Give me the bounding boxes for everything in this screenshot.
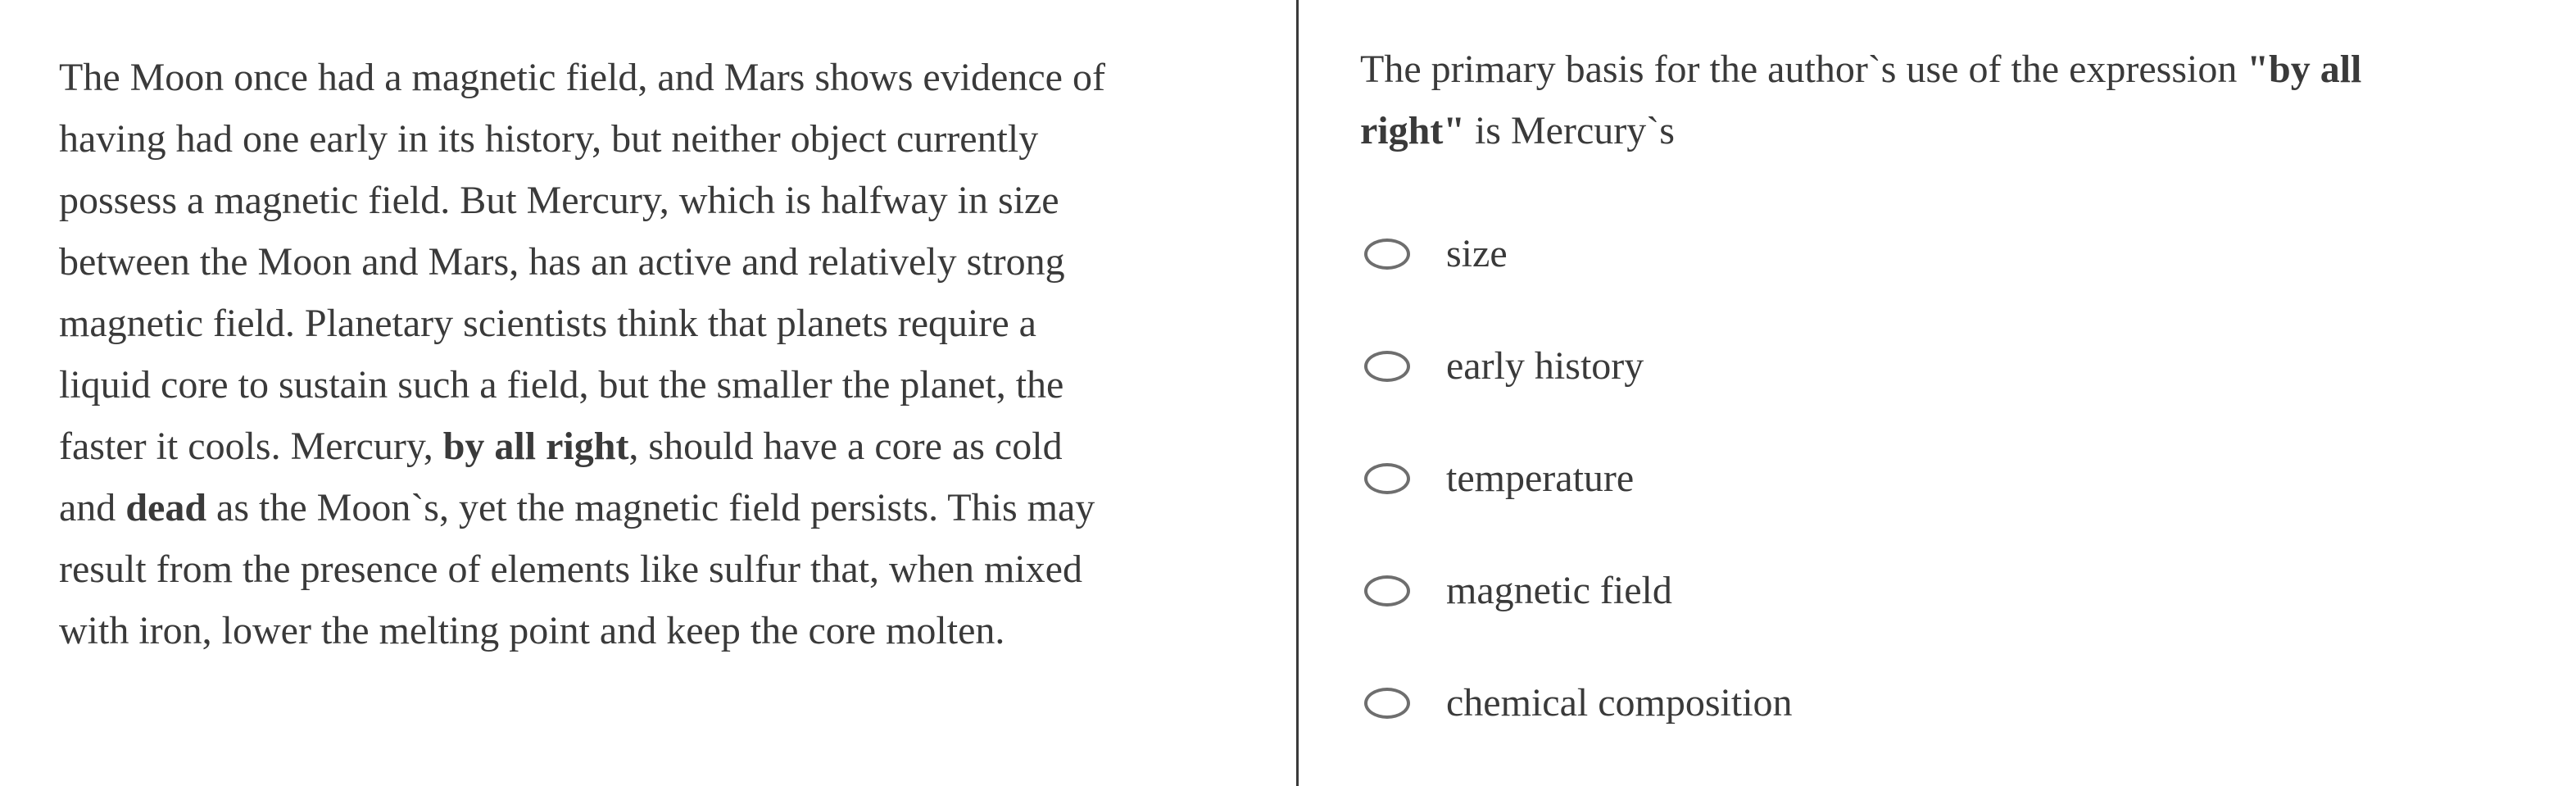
radio-button-icon[interactable]: [1364, 350, 1410, 382]
reading-passage: The Moon once had a magnetic field, and …: [59, 47, 1255, 661]
text-line: and dead as the Moon`s, yet the magnetic…: [59, 486, 1095, 529]
text-line: possess a magnetic field. But Mercury, w…: [59, 179, 1059, 222]
panel-divider: [1296, 0, 1299, 786]
text-line: The primary basis for the author`s use o…: [1360, 48, 2362, 91]
text-line: liquid core to sustain such a field, but…: [59, 363, 1064, 407]
text-line: magnetic field. Planetary scientists thi…: [59, 302, 1036, 345]
answer-option[interactable]: temperature: [1364, 448, 1793, 509]
answer-option[interactable]: size: [1364, 223, 1793, 284]
answer-option[interactable]: magnetic field: [1364, 560, 1793, 621]
radio-button-icon[interactable]: [1364, 238, 1410, 270]
answer-options: size early history temperature magnetic fie…: [1364, 223, 1793, 734]
option-label[interactable]: temperature: [1446, 457, 1635, 500]
radio-button-icon[interactable]: [1364, 575, 1410, 607]
radio-button-icon[interactable]: [1364, 462, 1410, 494]
text-line: with iron, lower the melting point and k…: [59, 609, 1005, 652]
option-label[interactable]: size: [1446, 232, 1508, 275]
answer-option[interactable]: chemical composition: [1364, 672, 1793, 734]
answer-option[interactable]: early history: [1364, 335, 1793, 397]
option-label[interactable]: magnetic field: [1446, 569, 1672, 612]
text-line: between the Moon and Mars, has an active…: [59, 240, 1065, 284]
text-line: The Moon once had a magnetic field, and …: [59, 56, 1105, 99]
text-line: right" is Mercury`s: [1360, 109, 1675, 152]
text-line: result from the presence of elements lik…: [59, 547, 1082, 591]
option-label[interactable]: early history: [1446, 344, 1644, 388]
option-label[interactable]: chemical composition: [1446, 681, 1793, 725]
text-line: faster it cools. Mercury, by all right, …: [59, 425, 1063, 468]
text-line: having had one early in its history, but…: [59, 117, 1039, 161]
radio-button-icon[interactable]: [1364, 687, 1410, 719]
question-prompt: The primary basis for the author`s use o…: [1360, 39, 2524, 161]
